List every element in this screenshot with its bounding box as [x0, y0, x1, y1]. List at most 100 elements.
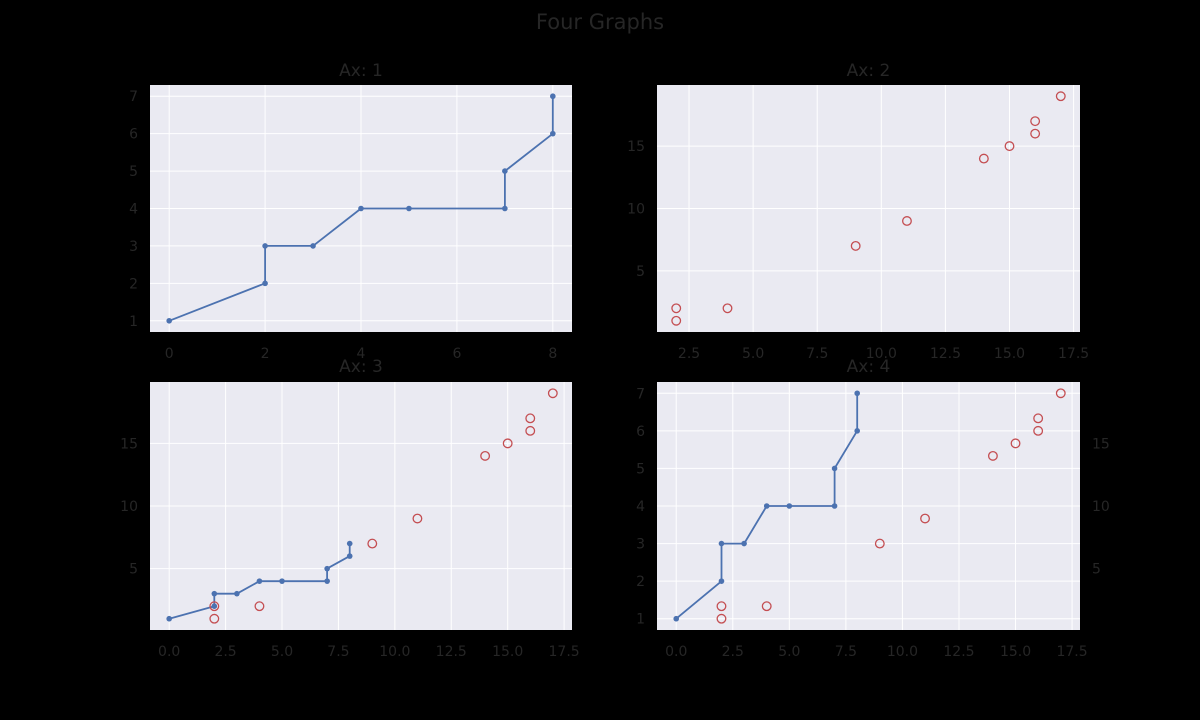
- scatter-point: [1010, 438, 1021, 449]
- subplot-title: Ax: 3: [339, 357, 383, 377]
- line-point: [502, 205, 508, 212]
- y-tick-label: 6: [129, 127, 138, 143]
- x-tick-label: 0.0: [158, 644, 180, 660]
- line-point: [718, 540, 725, 547]
- y2-tick-label: 15: [1092, 436, 1110, 452]
- x-tick-label: 17.5: [549, 644, 580, 660]
- scatter-point: [902, 216, 912, 226]
- y-tick-label: 3: [636, 537, 645, 553]
- scatter-point: [502, 438, 513, 449]
- x-tick-label: 4: [357, 346, 366, 362]
- x-tick-label: 12.5: [930, 346, 961, 362]
- line-point: [550, 130, 556, 137]
- x-tick-label: 7.5: [806, 346, 828, 362]
- y-tick-label: 3: [129, 239, 138, 255]
- x-tick-label: 5.0: [778, 644, 800, 660]
- scatter-point: [1030, 116, 1041, 127]
- y-tick-label: 5: [129, 562, 138, 578]
- x-tick-label: 10.0: [379, 644, 410, 660]
- line-point: [741, 540, 747, 547]
- line-point: [831, 503, 838, 509]
- line-point: [854, 390, 860, 397]
- y-tick-label: 5: [636, 264, 645, 280]
- y-tick-label: 2: [129, 276, 138, 292]
- line-point: [358, 205, 364, 212]
- scatter-point: [254, 601, 265, 612]
- scatter-point: [987, 450, 998, 461]
- line-point: [256, 578, 263, 584]
- scatter-point: [367, 538, 378, 549]
- line-point: [324, 578, 330, 584]
- line-point: [262, 243, 268, 249]
- y-tick-label: 1: [636, 612, 645, 628]
- line-point: [211, 603, 218, 610]
- x-tick-label: 5.0: [742, 346, 764, 362]
- y-tick-label: 1: [129, 314, 138, 330]
- scatter-point: [412, 513, 423, 524]
- scatter-point: [1030, 128, 1041, 139]
- line-point: [310, 243, 316, 249]
- series-line: [675, 393, 859, 620]
- x-tick-label: 12.5: [436, 644, 467, 660]
- subplot-ax-3: Ax: 3 0.0 2.5 5.0 7.5 10.0 12.5 15.0 17.5 5 10 15: [120, 357, 580, 660]
- line-point: [346, 540, 353, 547]
- x-tick-label: 10.0: [866, 346, 897, 362]
- x-tick-label: 2.5: [214, 644, 236, 660]
- y-tick-label: 6: [636, 424, 645, 440]
- line-point: [406, 205, 412, 212]
- line-point: [786, 503, 793, 509]
- y-tick-label: 7: [636, 386, 645, 402]
- x-tick-label: 17.5: [1056, 644, 1087, 660]
- scatter-point: [547, 388, 558, 399]
- line-point: [502, 168, 508, 174]
- y-tick-label: 4: [129, 202, 138, 218]
- x-tick-label: 2: [261, 346, 270, 362]
- line-point: [854, 428, 860, 434]
- scatter-point: [209, 613, 220, 624]
- figure-title: Four Graphs: [536, 10, 664, 34]
- scatter-point: [1004, 141, 1015, 152]
- y-tick-label: 2: [636, 574, 645, 590]
- subplot-title: Ax: 4: [847, 357, 891, 377]
- y-tick-label: 5: [636, 461, 645, 477]
- scatter-point: [716, 601, 727, 612]
- line-point: [550, 93, 556, 100]
- subplot-title: Ax: 2: [847, 61, 891, 81]
- line-point: [324, 565, 330, 572]
- line-point: [673, 615, 680, 622]
- x-tick-label: 7.5: [327, 644, 349, 660]
- x-tick-label: 7.5: [835, 644, 857, 660]
- x-tick-label: 0: [165, 346, 174, 362]
- scatter-point: [480, 450, 491, 461]
- scatter-point: [671, 315, 682, 326]
- x-tick-label: 15.0: [994, 346, 1025, 362]
- scatter-point: [850, 240, 861, 251]
- x-tick-label: 2.5: [722, 644, 744, 660]
- scatter-point: [1055, 91, 1066, 102]
- line-point: [234, 590, 240, 597]
- line-point: [831, 465, 838, 472]
- series-line: [168, 543, 351, 620]
- scatter-point: [1033, 413, 1044, 424]
- x-tick-label: 17.5: [1058, 346, 1089, 362]
- scatter-point: [761, 601, 772, 612]
- y-tick-label: 10: [627, 202, 645, 218]
- scatter-point: [1055, 388, 1066, 399]
- y2-tick-label: 5: [1092, 562, 1101, 578]
- subplot-ax-1: Ax: 1 0 2 4 6 8 1 2 3 4 5 6 7: [129, 61, 572, 362]
- scatter-point: [525, 413, 536, 424]
- scatter-point: [525, 425, 536, 436]
- scatter-point: [978, 153, 989, 164]
- y-tick-label: 4: [636, 499, 645, 515]
- y-tick-label: 15: [627, 139, 645, 155]
- x-tick-label: 12.5: [943, 644, 974, 660]
- line-point: [763, 503, 770, 509]
- scatter-point: [874, 538, 885, 549]
- subplot-ax-4: Ax: 4 0.0 2.5 5.0 7.5 10.0 12.5 15.0 17.5 1 2 3 4 5 6…: [636, 357, 1110, 660]
- y-tick-label: 7: [129, 89, 138, 105]
- series-line: [168, 96, 554, 322]
- scatter-point: [209, 601, 220, 612]
- line-point: [166, 615, 172, 622]
- x-tick-label: 6: [452, 346, 461, 362]
